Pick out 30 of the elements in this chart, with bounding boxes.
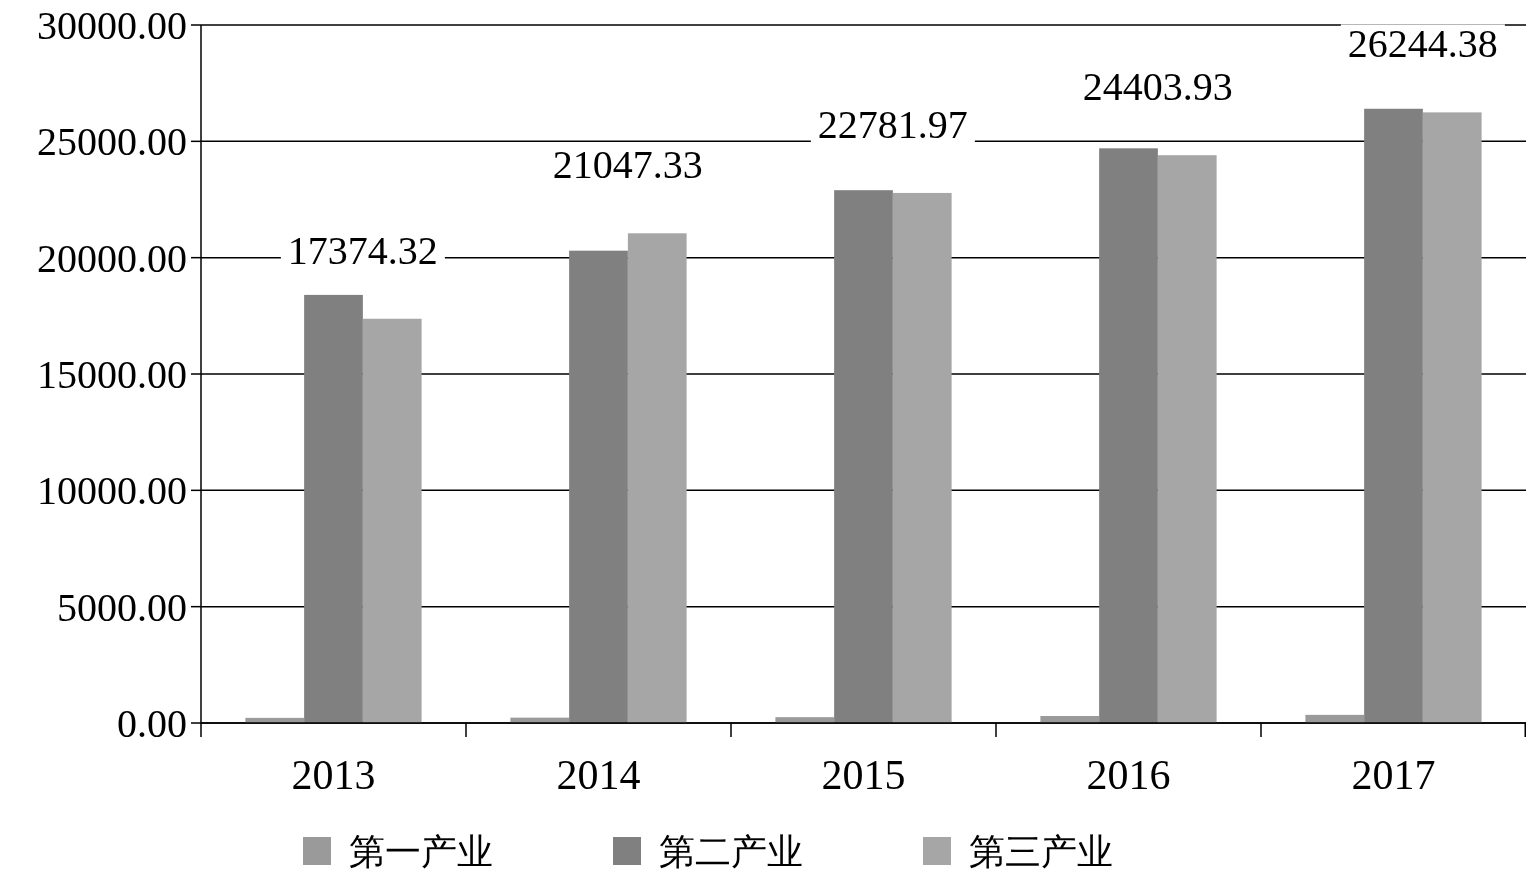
data-label: 17374.32	[287, 227, 438, 273]
x-tick-label: 2017	[1351, 752, 1436, 798]
y-tick-label: 25000.00	[37, 119, 187, 165]
bar	[1422, 112, 1482, 723]
legend-label: 第一产业	[349, 831, 493, 872]
data-label: 22781.97	[817, 101, 968, 147]
legend-label: 第二产业	[659, 831, 803, 872]
y-tick-label: 20000.00	[37, 235, 187, 281]
bar	[1157, 155, 1217, 723]
data-label: 26244.38	[1347, 21, 1498, 67]
bar	[834, 190, 893, 723]
y-tick-label: 0.00	[117, 701, 187, 746]
x-tick-label: 2016	[1086, 752, 1171, 798]
data-label: 21047.33	[552, 142, 703, 188]
bar	[1364, 108, 1423, 723]
x-tick-label: 2015	[821, 752, 906, 798]
bar	[627, 233, 687, 723]
bar	[362, 318, 422, 723]
x-tick-label: 2013	[291, 752, 376, 798]
bar	[569, 250, 628, 723]
bar	[892, 192, 952, 723]
y-tick-label: 10000.00	[37, 468, 187, 514]
y-tick-label: 15000.00	[37, 352, 187, 397]
bar	[304, 294, 363, 723]
bar	[1099, 148, 1158, 723]
x-tick-label: 2014	[556, 752, 641, 798]
y-tick-label: 5000.00	[57, 584, 187, 630]
y-tick-label: 30000.00	[37, 3, 187, 48]
data-label: 24403.93	[1082, 64, 1233, 110]
legend-label: 第三产业	[969, 831, 1113, 872]
